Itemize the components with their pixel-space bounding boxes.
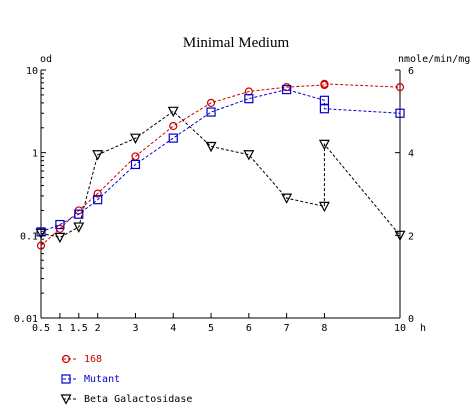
x-axis-label: h [420,323,426,334]
data-point [93,189,102,198]
data-point [206,107,216,117]
data-point [92,150,104,161]
y-axis-right-label: nmole/min/mg [398,54,470,65]
legend-item: Mutant [61,374,120,385]
x-tick-label: 5 [208,323,214,334]
legend-label: Beta Galactosidase [84,394,192,405]
data-point [281,193,293,204]
x-tick-label: 1.5 [70,323,88,334]
y-right-tick-label: 4 [408,149,414,160]
data-point [35,228,47,240]
data-point [169,121,178,131]
data-point [55,219,65,230]
data-point [131,152,140,161]
legend-label: 168 [84,354,102,365]
data-point [395,83,405,92]
data-point [318,201,330,213]
data-point [244,94,254,104]
data-point [394,230,406,242]
data-point [168,133,178,143]
data-point [206,98,216,107]
data-point [73,222,85,233]
data-point [319,104,330,114]
x-tick-label: 10 [394,323,406,334]
x-tick-label: 1 [57,323,63,334]
y-axis-left-label: od [40,54,52,65]
y-left-tick-label: 10 [26,66,38,77]
data-point [54,232,66,244]
series-circle [36,79,405,250]
data-point [36,227,46,237]
x-tick-label: 8 [321,323,327,334]
x-tick-label: 3 [132,323,138,334]
y-left-tick-label: 1 [32,149,38,160]
series-square [36,84,405,237]
data-point [320,79,329,88]
x-tick-label: 0.5 [32,323,50,334]
y-right-tick-label: 6 [408,66,414,77]
data-point [395,108,405,118]
series-line [40,83,401,247]
data-point [205,141,217,153]
y-right-tick-label: 0 [408,314,414,325]
data-point [129,133,141,144]
legend-marker [60,394,72,405]
series-line [40,89,401,233]
series-layer [35,79,406,250]
x-tick-label: 6 [246,323,252,334]
series-line [40,110,401,238]
x-tick-label: 2 [95,323,101,334]
data-point [282,84,292,95]
data-point [167,106,179,118]
x-tick-label: 4 [170,323,176,334]
y-left-tick-label: 0.1 [20,231,38,242]
data-point [130,159,141,170]
data-point [318,139,330,151]
data-point [36,241,46,250]
legend-marker [61,354,71,364]
data-point [74,209,84,219]
legend: 168 Mutant Beta Galactosidase [60,354,192,405]
x-tick-label: 7 [284,323,290,334]
y-right-tick-label: 2 [408,231,414,242]
chart-title: Minimal Medium [183,35,290,51]
legend-item: 168 [61,354,102,365]
data-point [243,150,255,161]
data-point [93,195,103,205]
legend-label: Mutant [84,374,120,385]
legend-marker [61,374,71,384]
series-triangle-down [35,106,406,244]
legend-item: Beta Galactosidase [60,394,192,405]
y-left-tick-label: 0.01 [14,314,38,325]
